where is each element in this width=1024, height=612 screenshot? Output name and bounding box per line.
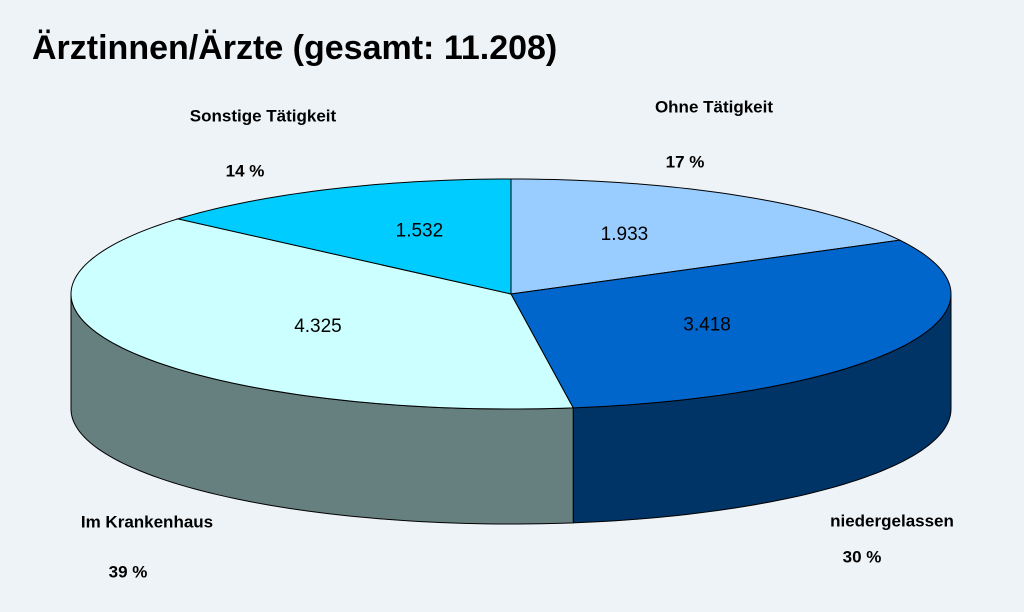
- pie-slice: [510, 178, 902, 295]
- category-label: Im Krankenhaus: [81, 512, 213, 531]
- category-label: Sonstige Tätigkeit: [190, 106, 337, 125]
- category-label: Ohne Tätigkeit: [655, 97, 773, 116]
- value-label: 3.418: [683, 314, 731, 335]
- category-label: niedergelassen: [830, 511, 954, 530]
- percent-label: 30 %: [843, 547, 882, 566]
- percent-label: 39 %: [109, 562, 148, 581]
- pie-slice: [510, 239, 952, 409]
- pie-slice: [175, 178, 512, 295]
- pie-slice: [70, 218, 575, 410]
- percent-label: 17 %: [666, 152, 705, 171]
- value-label: 1.532: [396, 220, 444, 241]
- chart-title: Ärztinnen/Ärzte (gesamt: 11.208): [32, 29, 557, 67]
- percent-label: 14 %: [226, 161, 265, 180]
- value-label: 4.325: [294, 316, 342, 337]
- value-label: 1.933: [601, 224, 649, 245]
